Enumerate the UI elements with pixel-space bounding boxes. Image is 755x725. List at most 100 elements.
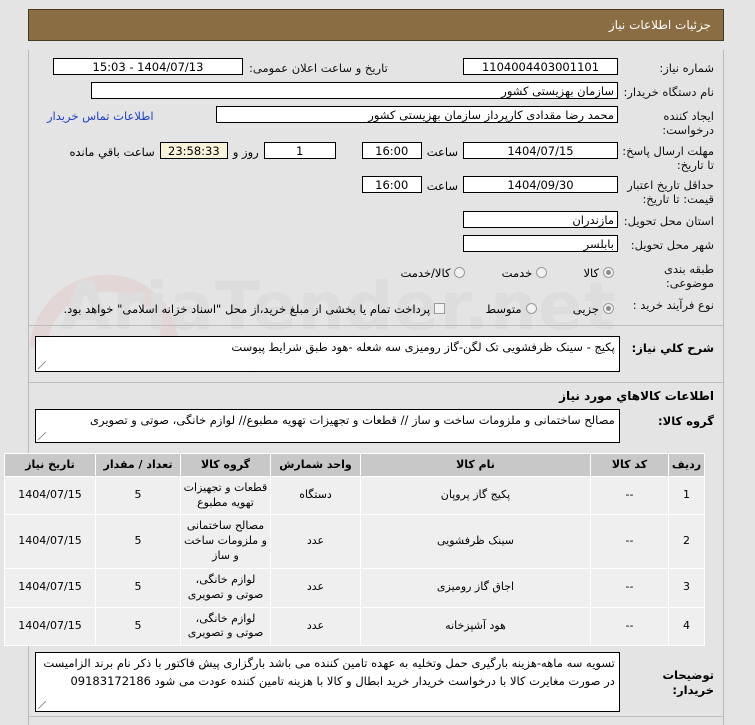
- cell-group: لوازم خانگی، صوتی و تصویری: [180, 567, 271, 608]
- checkbox-treasury-documents-label: پرداخت تمام یا بخشی از مبلغ خرید،از محل …: [63, 301, 431, 316]
- cell-unit: عدد: [270, 606, 361, 647]
- cell-code: --: [590, 475, 669, 516]
- form-row-purchase-process: نوع فرآیند خرید : جزیی متوسط پرداخت تمام…: [35, 295, 715, 317]
- buyer-org-field[interactable]: سازمان بهزیستی کشور: [91, 82, 618, 99]
- col-header-group: گروه کالا: [180, 452, 271, 477]
- radio-process-jozii[interactable]: [603, 302, 614, 314]
- cell-radif: 3: [668, 567, 705, 608]
- col-header-code: کد کالا: [590, 452, 669, 477]
- cell-name: اجاق گاز رومیزی: [360, 567, 591, 608]
- cell-group: مصالح ساختمانی و ملزومات ساخت و ساز: [180, 514, 271, 569]
- response-deadline-hour-label: ساعت: [426, 144, 458, 159]
- col-header-name: نام کالا: [360, 452, 591, 477]
- price-validity-label: حداقل تاریخ اعتبار قیمت: تا تاریخ:: [627, 178, 714, 207]
- price-validity-hour-field[interactable]: 16:00: [361, 176, 422, 194]
- action-button-bar: پاسخ به نیاز مشاهده مدارک پیوستي (1) چاپ…: [29, 717, 723, 725]
- radio-process-motavaset-label: متوسط: [485, 301, 522, 316]
- announce-datetime-field[interactable]: 1404/07/13 - 15:03: [53, 58, 243, 75]
- buyer-org-label: نام دستگاه خریدار:: [623, 85, 714, 99]
- radio-classification-khedmat[interactable]: [536, 266, 548, 278]
- cell-unit: دستگاه: [270, 475, 361, 516]
- form-row-price-validity: حداقل تاریخ اعتبار قیمت: تا تاریخ: 1404/…: [35, 176, 714, 207]
- cell-radif: 2: [668, 514, 705, 569]
- radio-process-motavaset[interactable]: [525, 302, 537, 314]
- table-header-row: ردیف کد کالا نام کالا واحد شمارش گروه کا…: [4, 452, 705, 477]
- response-deadline-date-field[interactable]: 1404/07/15: [463, 141, 618, 159]
- purchase-process-label: نوع فرآیند خرید :: [632, 297, 714, 312]
- remaining-days-label: روز و: [232, 144, 259, 159]
- col-header-date: تاریخ نیاز: [4, 452, 96, 477]
- response-deadline-hour-field[interactable]: 16:00: [361, 141, 422, 159]
- countdown-label: ساعت باقي مانده: [69, 144, 155, 159]
- buyer-notes-textarea[interactable]: تسویه سه ماهه-هزینه بارگیری حمل وتخلیه ب…: [35, 652, 620, 713]
- form-row-request-creator: ایجاد کننده درخواست: محمد رضا مقدادی کار…: [35, 106, 714, 138]
- request-creator-field[interactable]: محمد رضا مقدادی کارپرداز سازمان بهزیستی …: [216, 106, 618, 123]
- request-creator-label: ایجاد کننده درخواست:: [662, 109, 714, 138]
- delivery-province-field[interactable]: مازندران: [463, 210, 618, 228]
- radio-classification-kala-khedmat-label: کالا/خدمت: [400, 265, 451, 280]
- goods-group-textarea[interactable]: مصالح ساختمانی و ملزومات ساخت و ساز // ق…: [35, 408, 620, 443]
- cell-qty: 5: [95, 475, 181, 516]
- need-details-form: شماره نیاز: 1104004403001101 تاریخ و ساع…: [29, 50, 723, 325]
- table-row: 2 -- سینک ظرفشویی عدد مصالح ساختمانی و م…: [4, 514, 705, 569]
- cell-qty: 5: [95, 567, 181, 608]
- delivery-province-label: استان محل تحویل:: [623, 213, 714, 228]
- checkbox-treasury-documents[interactable]: [434, 302, 446, 314]
- delivery-city-field[interactable]: بابلسر: [463, 234, 618, 252]
- subject-classification-label: طبقه بندی موضوعی:: [664, 261, 714, 291]
- cell-name: پکیج گاز پروپان: [360, 475, 591, 516]
- form-row-subject-classification: طبقه بندی موضوعی: کالا خدمت کالا/خدمت: [35, 259, 714, 291]
- general-description-textarea[interactable]: پکیج - سینک ظرفشویی تک لگن-گاز رومیزی سه…: [35, 335, 620, 372]
- form-row-delivery-city: شهر محل تحویل: بابلسر: [35, 234, 714, 255]
- general-description-section: شرح کلي نیاز: پکیج - سینک ظرفشویی تک لگن…: [29, 326, 723, 382]
- cell-date: 1404/07/15: [4, 514, 96, 569]
- delivery-city-label: شهر محل تحویل:: [630, 237, 714, 252]
- form-row-response-deadline: مهلت ارسال پاسخ: تا تاریخ: 1404/07/15 سا…: [35, 141, 714, 173]
- window-title-bar: جزئیات اطلاعات نیاز: [28, 9, 724, 41]
- general-description-label: شرح کلي نیاز:: [631, 340, 714, 355]
- form-row-delivery-province: استان محل تحویل: مازندران: [35, 210, 714, 231]
- cell-group: لوازم خانگی، صوتی و تصویری: [180, 606, 271, 647]
- cell-date: 1404/07/15: [4, 475, 96, 516]
- goods-group-label: گروه کالا:: [658, 413, 714, 428]
- table-row: 3 -- اجاق گاز رومیزی عدد لوازم خانگی، صو…: [4, 567, 705, 608]
- cell-unit: عدد: [270, 567, 361, 608]
- countdown-timer-field: 23:58:33: [159, 141, 228, 159]
- radio-classification-kala-khedmat[interactable]: [454, 266, 466, 278]
- divider-after-form: [29, 324, 723, 326]
- cell-name: هود آشپزخانه: [360, 606, 591, 647]
- buyer-notes-section: توضیحات خریدار: تسویه سه ماهه-هزینه بارگ…: [29, 652, 723, 716]
- cell-name: سینک ظرفشویی: [360, 514, 591, 569]
- cell-date: 1404/07/15: [4, 567, 96, 608]
- buyer-contact-link[interactable]: اطلاعات تماس خریدار: [47, 109, 154, 123]
- remaining-days-field: 1: [263, 141, 336, 159]
- items-table-wrapper: ردیف کد کالا نام کالا واحد شمارش گروه کا…: [4, 451, 723, 653]
- goods-group-section: گروه کالا: مصالح ساختمانی و ملزومات ساخت…: [29, 407, 723, 451]
- radio-classification-kala[interactable]: [603, 266, 614, 278]
- col-header-radif: ردیف: [668, 452, 705, 477]
- need-number-field[interactable]: 1104004403001101: [463, 58, 618, 75]
- radio-classification-kala-label: کالا: [583, 265, 599, 280]
- radio-classification-khedmat-label: خدمت: [501, 265, 533, 280]
- cell-qty: 5: [95, 514, 181, 569]
- cell-code: --: [590, 606, 669, 647]
- cell-group: قطعات و تجهیزات تهویه مطبوع: [180, 475, 271, 516]
- form-row-general-description: شرح کلي نیاز: پکیج - سینک ظرفشویی تک لگن…: [35, 335, 714, 372]
- table-row: 4 -- هود آشپزخانه عدد لوازم خانگی، صوتی …: [4, 606, 705, 647]
- form-row-goods-group: گروه کالا: مصالح ساختمانی و ملزومات ساخت…: [35, 408, 714, 443]
- cell-code: --: [590, 514, 669, 569]
- form-row-need-number: شماره نیاز: 1104004403001101 تاریخ و ساع…: [35, 58, 714, 78]
- form-row-buyer-org: نام دستگاه خریدار: سازمان بهزیستی کشور: [35, 82, 714, 102]
- cell-qty: 5: [95, 606, 181, 647]
- need-number-label: شماره نیاز:: [659, 61, 714, 75]
- radio-process-jozii-label: جزیی: [572, 301, 599, 316]
- col-header-qty: تعداد / مقدار: [95, 452, 181, 477]
- price-validity-date-field[interactable]: 1404/09/30: [463, 176, 618, 194]
- page-title: جزئیات اطلاعات نیاز: [608, 18, 711, 32]
- col-header-unit: واحد شمارش: [270, 452, 361, 477]
- response-deadline-label: مهلت ارسال پاسخ: تا تاریخ:: [622, 143, 714, 172]
- cell-radif: 1: [668, 475, 705, 516]
- buyer-notes-label: توضیحات خریدار:: [662, 668, 715, 698]
- price-validity-hour-label: ساعت: [426, 179, 458, 194]
